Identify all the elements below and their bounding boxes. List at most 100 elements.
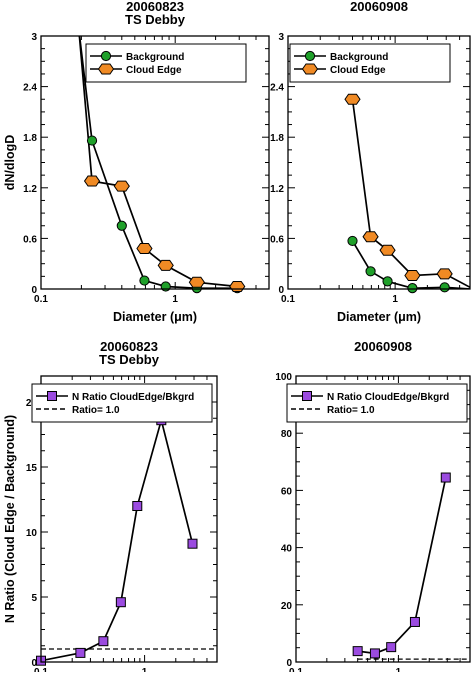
legend-label: N Ratio CloudEdge/Bkgrd bbox=[72, 392, 194, 403]
x-tick-label: 0.1 bbox=[281, 294, 295, 305]
legend-label: Cloud Edge bbox=[330, 65, 386, 76]
series-line bbox=[351, 240, 470, 289]
legend-label: Background bbox=[330, 52, 388, 63]
y-tick-label: 1.8 bbox=[23, 133, 37, 144]
y-tick-label: 40 bbox=[281, 544, 293, 555]
legend-marker bbox=[301, 63, 319, 75]
legend-box bbox=[31, 383, 213, 423]
x-tick-label: 0.1 bbox=[34, 294, 48, 305]
plot-frame bbox=[40, 375, 218, 663]
y-tick-label: 15 bbox=[26, 463, 38, 474]
data-point bbox=[187, 538, 198, 549]
y-axis-label: dN/dlogD bbox=[3, 135, 17, 191]
legend: N Ratio CloudEdge/Bkgrd Ratio= 1.0 bbox=[31, 383, 213, 423]
plot-area bbox=[351, 99, 470, 289]
legend-label: Ratio= 1.0 bbox=[327, 405, 375, 416]
data-point bbox=[136, 243, 153, 255]
data-point bbox=[83, 175, 101, 187]
plot-frame bbox=[295, 375, 471, 663]
data-point bbox=[409, 616, 420, 627]
data-point bbox=[116, 220, 127, 231]
y-tick-label: 10 bbox=[26, 528, 38, 539]
y-tick-label: 0.6 bbox=[270, 234, 284, 245]
y-tick-label: 20 bbox=[281, 601, 293, 612]
y-tick-label: 0 bbox=[31, 658, 37, 669]
data-point bbox=[379, 244, 396, 256]
series-line bbox=[41, 416, 194, 662]
y-tick-label: 2.4 bbox=[23, 83, 37, 94]
y-tick-label: 0 bbox=[31, 285, 37, 296]
chart-title: 20060823 bbox=[126, 0, 184, 14]
y-tick-label: 3 bbox=[31, 32, 37, 43]
plot-area bbox=[357, 477, 470, 660]
series-line bbox=[357, 477, 447, 655]
x-tick-label: 1 bbox=[392, 294, 398, 305]
legend-marker bbox=[100, 50, 112, 62]
data-point bbox=[157, 259, 174, 271]
data-point bbox=[115, 597, 126, 608]
y-tick-label: 60 bbox=[281, 486, 293, 497]
data-point bbox=[188, 276, 205, 288]
data-point bbox=[139, 275, 150, 286]
legend-label: Cloud Edge bbox=[126, 65, 182, 76]
y-tick-label: 0.6 bbox=[23, 234, 37, 245]
x-axis-label: Diameter (μm) bbox=[337, 310, 421, 324]
data-point bbox=[98, 636, 109, 647]
x-axis-label: Diameter (μm) bbox=[113, 310, 197, 324]
chart-title: 20060908 bbox=[350, 0, 408, 14]
data-point bbox=[344, 93, 361, 105]
chart-title: 20060823 bbox=[100, 339, 158, 354]
data-point bbox=[229, 280, 246, 292]
chart-subtitle: TS Debby bbox=[125, 12, 186, 27]
legend-box bbox=[85, 43, 247, 83]
y-tick-label: 1.2 bbox=[270, 184, 284, 195]
y-tick-label: 0 bbox=[278, 285, 284, 296]
data-point bbox=[386, 642, 397, 653]
data-point bbox=[113, 180, 130, 192]
data-point bbox=[75, 647, 86, 658]
data-point bbox=[160, 281, 171, 292]
y-tick-label: 80 bbox=[281, 429, 293, 440]
data-point bbox=[352, 646, 363, 657]
legend-label: Background bbox=[126, 52, 184, 63]
data-point bbox=[436, 268, 453, 280]
y-tick-label: 2.4 bbox=[270, 83, 284, 94]
data-point bbox=[362, 231, 379, 243]
chart-panel-2: 20060908 0.1 1 0 0.6 1.2 1.8 2.4 3 Diameter (μm) B… bbox=[270, 0, 471, 324]
data-point bbox=[382, 276, 393, 287]
chart-title: 20060908 bbox=[354, 339, 412, 354]
data-point bbox=[440, 472, 451, 483]
legend: Background Cloud Edge bbox=[289, 43, 451, 83]
legend-label: N Ratio CloudEdge/Bkgrd bbox=[327, 392, 449, 403]
data-point bbox=[347, 235, 358, 247]
legend-label: Ratio= 1.0 bbox=[72, 405, 120, 416]
data-point bbox=[132, 501, 143, 511]
data-point bbox=[404, 270, 421, 282]
legend-marker bbox=[97, 63, 115, 75]
legend-marker bbox=[304, 50, 316, 62]
y-axis-label: N Ratio (Cloud Edge / Background) bbox=[3, 415, 17, 623]
y-tick-label: 5 bbox=[31, 593, 37, 604]
legend-marker bbox=[47, 391, 57, 401]
y-tick-label: 1.8 bbox=[270, 133, 284, 144]
plot-frame bbox=[40, 35, 270, 290]
legend: N Ratio CloudEdge/Bkgrd Ratio= 1.0 bbox=[286, 383, 468, 423]
legend: Background Cloud Edge bbox=[85, 43, 247, 83]
data-point bbox=[365, 266, 376, 277]
plot-frame bbox=[287, 35, 471, 290]
y-tick-label: 100 bbox=[275, 372, 292, 383]
data-point bbox=[86, 135, 98, 146]
legend-box bbox=[289, 43, 451, 83]
series-line bbox=[351, 99, 470, 289]
x-tick-label: 1 bbox=[396, 667, 402, 672]
x-tick-label: 1 bbox=[142, 667, 148, 672]
y-tick-label: 0 bbox=[286, 658, 292, 669]
x-tick-label: 1 bbox=[172, 294, 178, 305]
legend-marker bbox=[302, 391, 312, 401]
legend-box bbox=[286, 383, 468, 423]
